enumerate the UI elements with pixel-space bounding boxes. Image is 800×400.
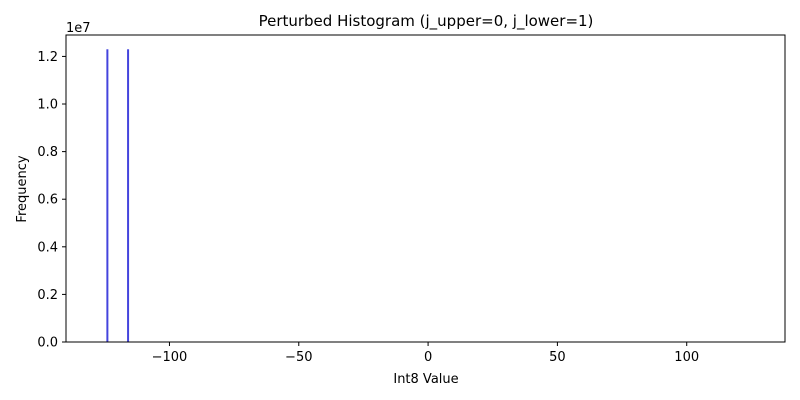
y-axis: 0.0 0.2 0.4 0.6 0.8 1.0 1.2 bbox=[37, 50, 66, 351]
y-tick-label: 1.2 bbox=[37, 50, 58, 65]
x-tick-label: 100 bbox=[674, 350, 699, 365]
y-tick-label: 0.0 bbox=[37, 336, 58, 351]
x-axis-label: Int8 Value bbox=[393, 372, 458, 387]
y-tick-label: 0.8 bbox=[37, 145, 58, 160]
histogram-bar bbox=[106, 49, 109, 343]
bars-group bbox=[106, 49, 130, 343]
plot-area-frame bbox=[65, 34, 786, 343]
chart-title: Perturbed Histogram (j_upper=0, j_lower=… bbox=[259, 12, 594, 31]
y-tick-label: 0.4 bbox=[37, 240, 58, 255]
y-offset-label: 1e7 bbox=[66, 21, 91, 36]
x-tick-label: −50 bbox=[285, 350, 312, 365]
histogram-bar bbox=[127, 49, 130, 343]
y-tick-label: 0.6 bbox=[37, 193, 58, 208]
x-tick-label: 0 bbox=[424, 350, 432, 365]
y-axis-label: Frequency bbox=[15, 155, 30, 222]
y-tick-label: 0.2 bbox=[37, 288, 58, 303]
y-tick-label: 1.0 bbox=[37, 98, 58, 113]
x-tick-label: −100 bbox=[152, 350, 188, 365]
x-axis: −100 −50 0 50 100 bbox=[152, 342, 699, 365]
x-tick-label: 50 bbox=[549, 350, 566, 365]
